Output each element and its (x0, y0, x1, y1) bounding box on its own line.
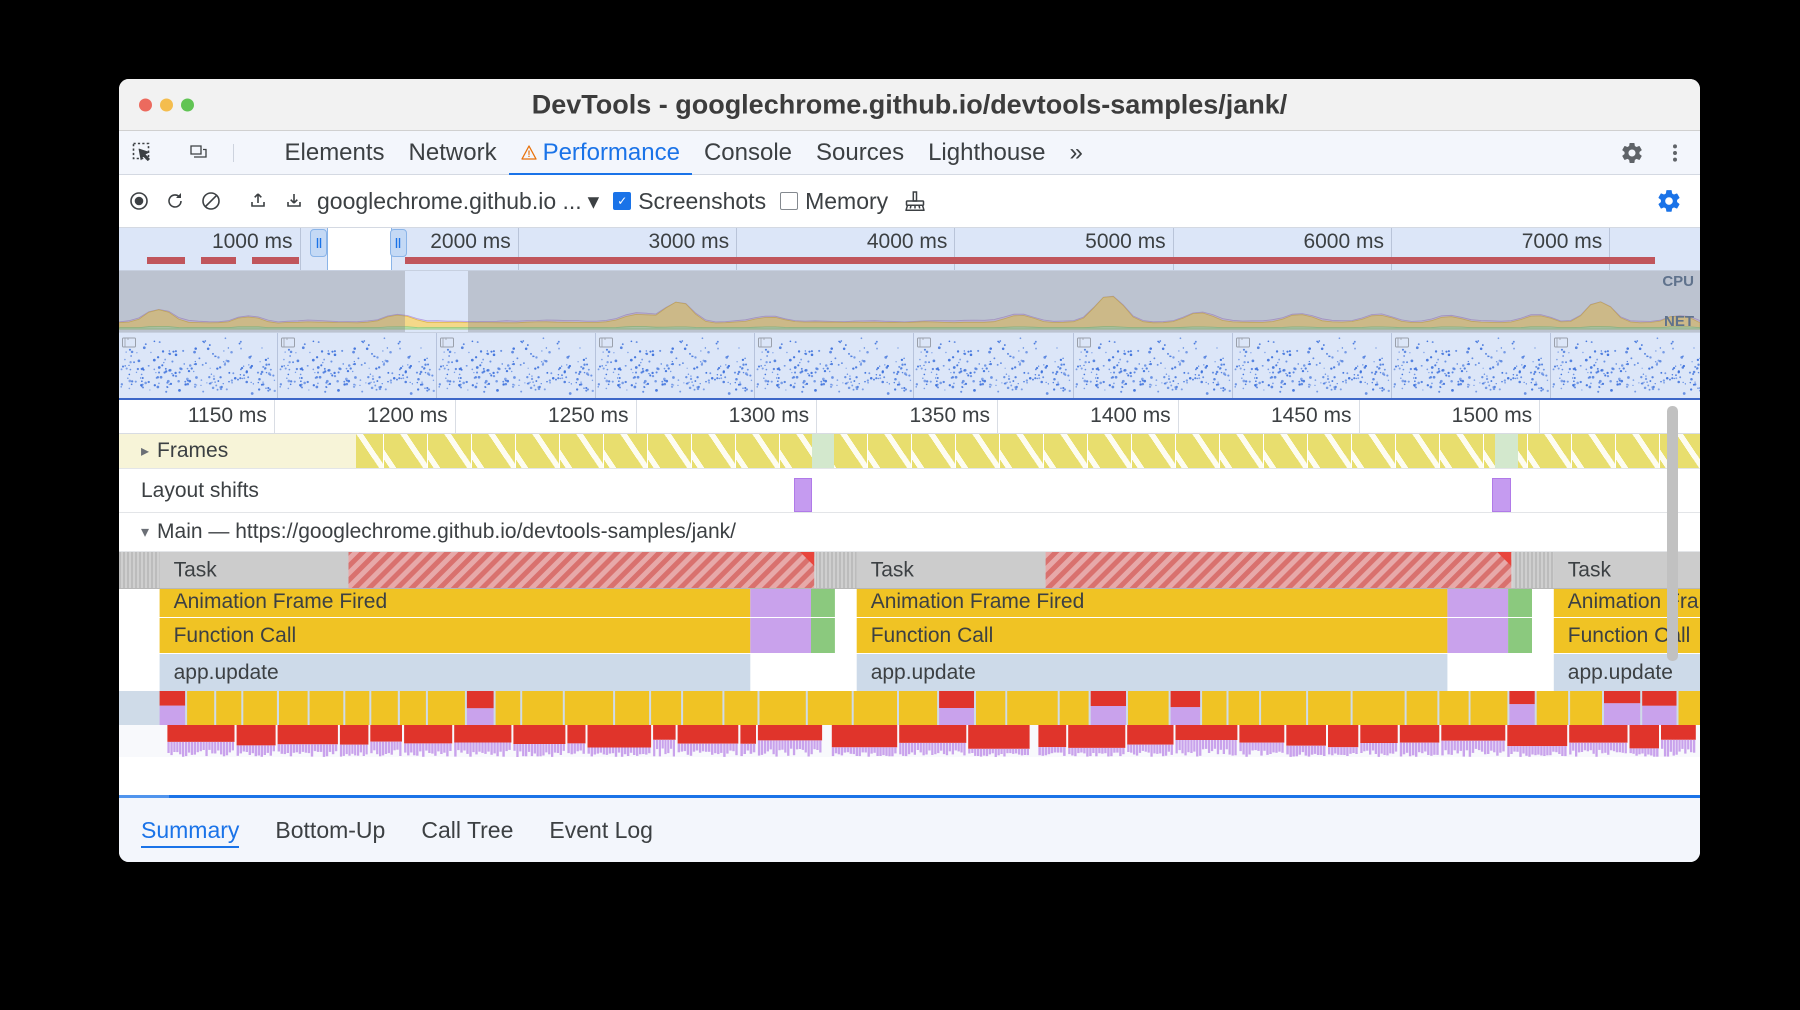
svg-text:app.update: app.update (1568, 661, 1673, 684)
svg-text:app.update: app.update (174, 661, 279, 684)
svg-text:Task: Task (1568, 559, 1612, 582)
svg-text:app.update: app.update (871, 661, 976, 684)
svg-text:Animation Frame Fired: Animation Frame Fired (174, 590, 388, 613)
svg-text:Animation Frame Fired: Animation Frame Fired (871, 590, 1085, 613)
svg-text:Task: Task (174, 559, 218, 582)
svg-text:Function Call: Function Call (174, 624, 297, 647)
svg-text:Animation Frame Fired: Animation Frame Fired (1568, 590, 1700, 613)
svg-text:!: ! (527, 149, 530, 159)
svg-text:Task: Task (871, 559, 915, 582)
svg-text:Function Call: Function Call (871, 624, 994, 647)
